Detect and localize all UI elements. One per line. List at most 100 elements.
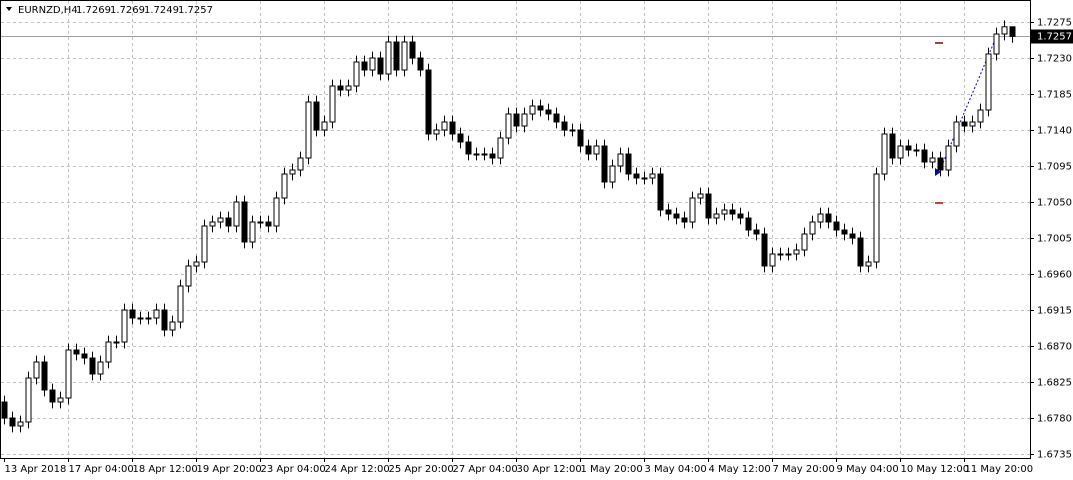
candle-body: [241, 201, 248, 243]
candle-body: [921, 149, 928, 163]
candle-body: [161, 309, 168, 331]
candle-body: [73, 349, 80, 355]
candle-body: [89, 357, 96, 375]
candle-body: [265, 221, 272, 227]
candle-body: [801, 233, 808, 251]
candle-body: [169, 321, 176, 331]
candle-body: [881, 133, 888, 175]
y-tick-label: 1.7275: [1037, 18, 1072, 29]
x-tick-label: 23 Apr 04:00: [261, 464, 326, 475]
candle-body: [633, 173, 640, 179]
candle-body: [9, 417, 16, 427]
candle-body: [153, 309, 160, 319]
candle-body: [137, 317, 144, 320]
candle-body: [337, 85, 344, 91]
candle-body: [129, 309, 136, 319]
candle-body: [425, 69, 432, 135]
candle-body: [609, 165, 616, 183]
candle-body: [553, 113, 560, 123]
candle-body: [681, 217, 688, 223]
candle-body: [745, 217, 752, 231]
candle-body: [665, 209, 672, 215]
candle-body: [897, 145, 904, 159]
y-tick-label: 1.7230: [1037, 54, 1072, 65]
open-value: 1.7269: [76, 5, 111, 16]
candle-body: [97, 361, 104, 375]
candle-body: [913, 149, 920, 152]
candle-body: [57, 397, 64, 403]
candle-body: [433, 129, 440, 135]
candle-body: [505, 113, 512, 139]
candle-body: [401, 41, 408, 71]
candle-body: [521, 113, 528, 127]
candle-body: [713, 213, 720, 219]
candle-body: [233, 201, 240, 227]
candle-body: [761, 233, 768, 267]
candle-body: [465, 141, 472, 155]
candle-body: [377, 57, 384, 75]
candle-body: [441, 121, 448, 131]
candle-body: [825, 213, 832, 223]
candle-body: [513, 113, 520, 127]
candle-body: [273, 197, 280, 227]
candle-body: [857, 237, 864, 267]
candle-body: [25, 377, 32, 423]
y-tick-label: 1.7050: [1037, 198, 1072, 209]
candle-body: [545, 109, 552, 115]
menu-arrow: [6, 7, 12, 11]
candle-body: [313, 101, 320, 131]
y-tick-label: 1.7095: [1037, 162, 1072, 173]
candle-body: [177, 285, 184, 323]
symbol-label: EURNZD,H4: [18, 5, 78, 16]
candle-body: [697, 193, 704, 199]
candle-body: [257, 221, 264, 224]
x-tick-label: 17 Apr 04:00: [69, 464, 134, 475]
candle-body: [537, 105, 544, 111]
candle-body: [961, 121, 968, 127]
candle-body: [289, 169, 296, 175]
candle-body: [585, 145, 592, 155]
candle-body: [113, 341, 120, 344]
candle-body: [905, 145, 912, 151]
candle-body: [473, 153, 480, 156]
candle-body: [1, 401, 8, 419]
x-tick-label: 30 Apr 12:00: [517, 464, 582, 475]
x-tick-label: 19 Apr 20:00: [197, 464, 262, 475]
candle-body: [569, 129, 576, 132]
candle-body: [577, 129, 584, 147]
x-tick-label: 18 Apr 12:00: [133, 464, 198, 475]
candle-body: [721, 209, 728, 215]
y-tick-label: 1.6915: [1037, 306, 1072, 317]
candle-body: [41, 361, 48, 391]
candle-body: [481, 153, 488, 156]
x-tick-label: 25 Apr 20:00: [389, 464, 454, 475]
x-tick-label: 3 May 04:00: [645, 464, 707, 475]
trade-arrow: [935, 168, 941, 176]
candle-body: [353, 61, 360, 87]
y-tick-label: 1.6780: [1037, 414, 1072, 425]
y-tick-label: 1.6960: [1037, 270, 1072, 281]
high-value: 1.7269: [110, 5, 145, 16]
x-tick-label: 13 Apr 2018: [5, 464, 67, 475]
candle-body: [873, 173, 880, 263]
candle-body: [993, 33, 1000, 55]
candle-body: [1001, 26, 1008, 35]
candle-body: [929, 157, 936, 163]
candle-body: [673, 213, 680, 219]
candle-body: [225, 217, 232, 227]
candle-body: [809, 221, 816, 235]
candle-body: [977, 109, 984, 123]
plot-area: [0, 0, 1031, 459]
candle-body: [497, 137, 504, 159]
candle-body: [945, 145, 952, 171]
x-tick-label: 1 May 20:00: [581, 464, 643, 475]
y-tick-label: 1.6735: [1037, 450, 1072, 461]
candle-body: [17, 421, 24, 427]
candle-body: [217, 217, 224, 223]
candle-body: [969, 121, 976, 127]
candle-body: [121, 309, 128, 343]
candle-body: [457, 133, 464, 143]
candle-body: [785, 253, 792, 256]
x-tick-label: 27 Apr 04:00: [453, 464, 518, 475]
